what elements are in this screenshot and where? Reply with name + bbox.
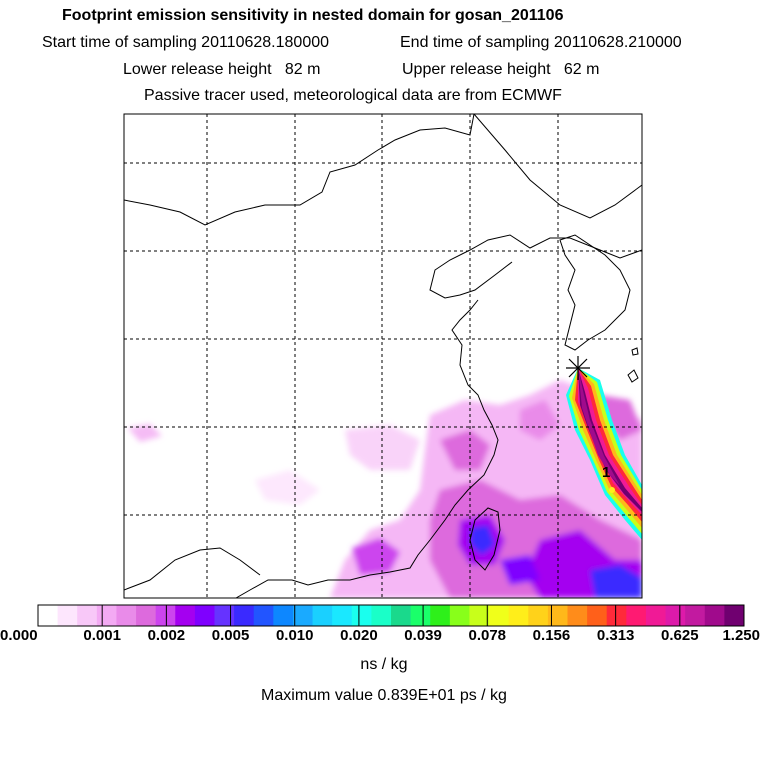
colorbar-tick-label: 0.000 [0,627,38,644]
colorbar-swatch [273,605,294,626]
colorbar-tick-label: 0.313 [596,627,635,644]
receptor-star-icon [566,356,590,380]
colorbar-swatch [136,605,157,626]
colorbar-swatch [685,605,706,626]
graticule [124,114,642,598]
map-frame [123,113,643,599]
plume-age-label: 1 [602,464,610,481]
colorbar [37,604,745,627]
colorbar-swatch [234,605,255,626]
colorbar-swatch [626,605,647,626]
colorbar-swatch [391,605,412,626]
colorbar-swatch [704,605,725,626]
colorbar-swatch [155,605,176,626]
colorbar-swatch [508,605,529,626]
colorbar-swatch [38,605,59,626]
colorbar-swatch [547,605,568,626]
colorbar-tick-label: 1.250 [722,627,760,644]
colorbar-swatch [175,605,196,626]
colorbar-tick-label: 0.156 [532,627,571,644]
colorbar-swatch [489,605,510,626]
colorbar-swatch [292,605,314,626]
colorbar-swatch [567,605,588,626]
colorbar-tick-label: 0.078 [468,627,507,644]
colorbar-swatch [449,605,470,626]
start-time-label: Start time of sampling 20110628.180000 [42,34,330,51]
colorbar-swatch [371,605,392,626]
colorbar-swatch [57,605,78,626]
colorbar-swatch [116,605,137,626]
figure-title: Footprint emission sensitivity in nested… [62,7,564,24]
colorbar-swatch [96,605,117,626]
colorbar-swatch [587,605,608,626]
colorbar-swatch [194,605,215,626]
maximum-value-label: Maximum value 0.839E+01 ps / kg [261,687,507,704]
colorbar-tick-label: 0.020 [340,627,378,644]
colorbar-tick-label: 0.002 [147,627,186,644]
colorbar-tick-label: 0.005 [211,627,250,644]
colorbar-swatch [606,605,627,626]
colorbar-swatch [77,605,98,626]
tracer-note: Passive tracer used, meteorological data… [144,87,562,104]
colorbar-swatch [332,605,353,626]
colorbar-swatch [724,605,745,626]
colorbar-swatch [312,605,333,626]
colorbar-swatch [430,605,451,626]
colorbar-tick-label: 0.039 [404,627,442,644]
unit-label: ns / kg [360,656,408,673]
colorbar-tick-label: 0.625 [661,627,699,644]
lower-release-label: Lower release height 82 m [123,61,321,78]
colorbar-swatch [410,605,431,626]
colorbar-swatch [253,605,274,626]
colorbar-frame [37,604,745,627]
colorbar-tick-label: 0.001 [83,627,121,644]
colorbar-swatch [528,605,549,626]
colorbar-swatch [214,605,235,626]
colorbar-swatch [351,605,372,626]
upper-release-label: Upper release height 62 m [402,61,600,78]
colorbar-tick-label: 0.010 [275,627,314,644]
coastlines [124,114,642,598]
end-time-label: End time of sampling 20110628.210000 [400,34,682,51]
sensitivity-field [128,368,642,598]
colorbar-swatch [645,605,667,626]
colorbar-swatch [469,605,490,626]
colorbar-swatch [665,605,686,626]
